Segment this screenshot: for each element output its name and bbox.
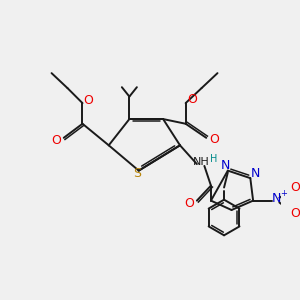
- Text: N: N: [221, 159, 231, 172]
- Text: O: O: [290, 207, 300, 220]
- Text: N: N: [251, 167, 261, 180]
- Text: O: O: [290, 181, 300, 194]
- Text: ⁻: ⁻: [299, 213, 300, 224]
- Text: NH: NH: [193, 157, 210, 167]
- Text: O: O: [187, 93, 197, 106]
- Text: O: O: [184, 197, 194, 210]
- Text: H: H: [210, 154, 218, 164]
- Text: S: S: [133, 167, 141, 180]
- Text: +: +: [280, 189, 287, 198]
- Text: O: O: [51, 134, 61, 147]
- Text: O: O: [209, 133, 219, 146]
- Text: O: O: [83, 94, 93, 107]
- Text: N: N: [272, 192, 281, 205]
